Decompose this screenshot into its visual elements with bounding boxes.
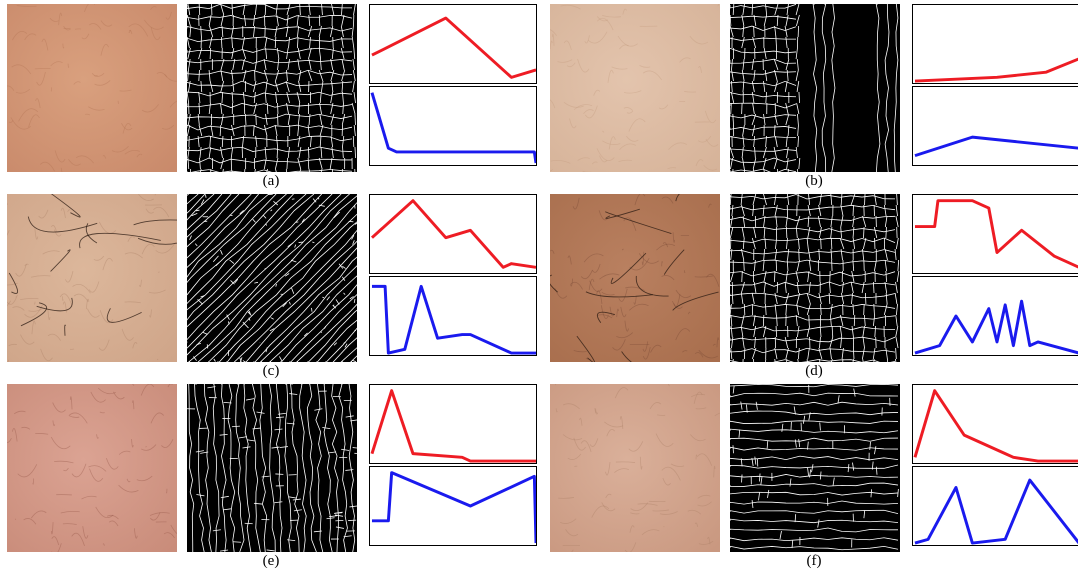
panel-b: (b): [540, 0, 1078, 194]
top-curve-line: [914, 57, 1078, 83]
skin-photo: [0, 183, 208, 364]
segmentation-map: [729, 193, 900, 371]
bottom-curve-line: [370, 92, 536, 164]
top-plot: [912, 194, 1078, 274]
top-curve-line: [914, 199, 1078, 269]
top-plot: [912, 4, 1078, 84]
top-curve-line: [371, 16, 536, 79]
bottom-curve-line: [914, 299, 1078, 355]
top-plot: [369, 4, 537, 84]
segmentation-map: [186, 3, 357, 181]
bottom-plot: [369, 276, 537, 356]
panel-caption: (f): [806, 553, 822, 569]
panel-caption: (b): [805, 173, 823, 189]
bottom-curve-line: [914, 478, 1078, 545]
panel-c: (c): [0, 183, 537, 384]
panel-a: (a): [4, 0, 537, 194]
panel-d: (d): [547, 184, 1078, 384]
skin-photo: [547, 184, 737, 375]
bottom-curve-line: [371, 471, 536, 544]
bottom-plot: [912, 276, 1078, 356]
top-curve-line: [370, 199, 536, 269]
top-plot: [369, 384, 537, 464]
bottom-curve-line: [914, 135, 1078, 158]
skin-photo: [540, 0, 721, 173]
segmentation-map: [187, 383, 363, 553]
skin-photo: [4, 378, 191, 555]
segmentation-map: [17, 193, 522, 363]
top-plot: [369, 194, 537, 274]
bottom-plot: [369, 466, 537, 546]
panel-caption: (e): [262, 553, 280, 569]
top-curve-line: [370, 389, 536, 463]
panel-caption: (a): [262, 173, 280, 189]
panel-e: (e): [4, 378, 537, 574]
bottom-plot: [912, 466, 1078, 546]
skin-photo: [550, 376, 732, 556]
panel-f: (f): [550, 376, 1078, 574]
bottom-plot: [369, 86, 537, 166]
bottom-plot: [912, 86, 1078, 166]
skin-photo: [4, 0, 187, 174]
bottom-curve-line: [371, 284, 536, 355]
segmentation-map: [729, 383, 900, 552]
segmentation-map: [729, 3, 900, 181]
top-curve-line: [913, 389, 1078, 463]
panel-caption: (d): [805, 363, 823, 379]
top-plot: [912, 384, 1078, 464]
panel-caption: (c): [262, 363, 280, 379]
